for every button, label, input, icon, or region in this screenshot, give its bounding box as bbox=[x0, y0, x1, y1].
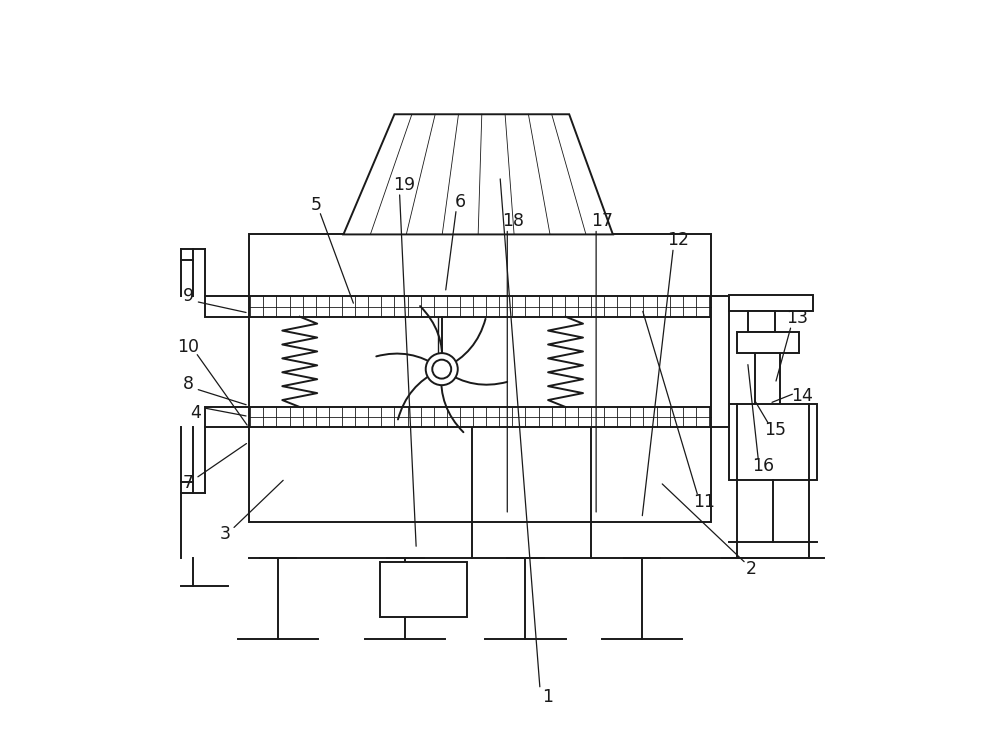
Text: 6: 6 bbox=[454, 193, 466, 211]
Text: 19: 19 bbox=[393, 176, 415, 194]
Text: 9: 9 bbox=[183, 287, 194, 306]
Bar bbox=[249, 296, 711, 317]
Bar bbox=[737, 333, 799, 353]
Text: 13: 13 bbox=[786, 309, 808, 327]
Text: 15: 15 bbox=[764, 420, 786, 439]
Text: 17: 17 bbox=[591, 212, 613, 230]
Text: 16: 16 bbox=[753, 457, 775, 475]
Circle shape bbox=[432, 360, 451, 379]
Text: 3: 3 bbox=[219, 526, 230, 543]
Text: 14: 14 bbox=[791, 387, 813, 405]
Text: 10: 10 bbox=[177, 338, 199, 356]
Text: 8: 8 bbox=[183, 375, 194, 393]
Bar bbox=[748, 311, 775, 333]
Circle shape bbox=[426, 353, 458, 385]
Text: 11: 11 bbox=[693, 493, 715, 512]
Bar bbox=[249, 407, 711, 428]
Text: 5: 5 bbox=[311, 197, 322, 214]
Text: 4: 4 bbox=[190, 404, 201, 422]
Bar bbox=[205, 407, 249, 428]
Bar bbox=[729, 404, 817, 480]
Bar bbox=[249, 235, 711, 522]
Bar bbox=[380, 562, 467, 617]
Bar bbox=[205, 296, 249, 317]
Text: 7: 7 bbox=[183, 474, 194, 493]
Text: 12: 12 bbox=[667, 231, 689, 249]
Text: 1: 1 bbox=[542, 688, 553, 706]
Text: 18: 18 bbox=[502, 212, 524, 230]
Polygon shape bbox=[343, 114, 613, 235]
Bar bbox=[711, 296, 729, 428]
Bar bbox=[729, 295, 813, 311]
Text: 2: 2 bbox=[746, 561, 757, 578]
